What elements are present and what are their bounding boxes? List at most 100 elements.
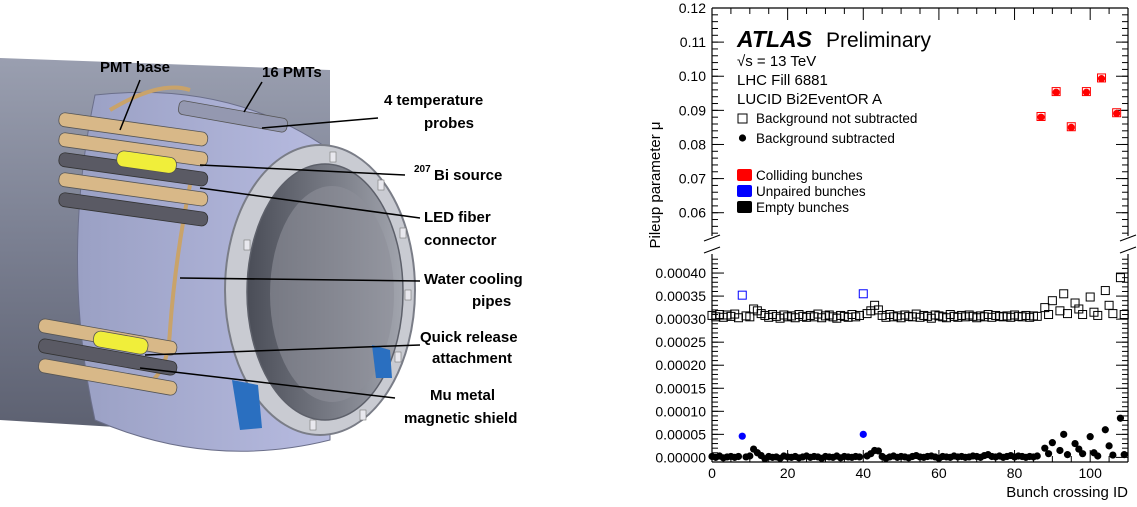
legend-empty-swatch	[737, 201, 752, 213]
label-16-pmts: 16 PMTs	[262, 64, 322, 81]
fill-label: LHC Fill 6881	[737, 72, 828, 89]
label-quick-release-1: Quick release	[420, 329, 518, 346]
empty-subtracted-point	[1116, 414, 1125, 422]
empty-subtracted-point	[1060, 430, 1068, 438]
label-mu-metal-1: Mu metal	[430, 387, 495, 404]
label-water-cooling-2: pipes	[472, 293, 511, 310]
empty-not-subtracted-point	[1032, 311, 1042, 321]
empty-not-subtracted-point	[1115, 273, 1125, 283]
x-tick-label: 60	[931, 465, 947, 481]
axis-break-mark	[703, 234, 721, 242]
empty-not-subtracted-point	[1078, 310, 1088, 320]
y-tick-label-upper: 0.08	[679, 136, 706, 152]
colliding-subtracted-point	[1067, 123, 1075, 132]
empty-not-subtracted-point	[1119, 310, 1129, 320]
bracket-right-icon	[372, 345, 392, 378]
y-tick-label-lower: 0.00025	[655, 334, 706, 350]
x-axis-title: Bunch crossing ID	[1006, 484, 1128, 501]
label-pmt-base: PMT base	[100, 59, 170, 76]
y-axis-title: Pileup parameter μ	[647, 121, 664, 248]
empty-not-subtracted-point	[1085, 292, 1095, 302]
legend-label-unpaired: Unpaired bunches	[756, 184, 866, 199]
colliding-subtracted-point	[1082, 88, 1090, 96]
empty-not-subtracted-point	[1093, 310, 1103, 320]
empty-subtracted-point	[1048, 439, 1056, 447]
label-source: Bi source	[434, 167, 502, 184]
upper-pmt-bundle-icon	[58, 100, 288, 227]
label-temperature-probes-1: 4 temperature	[384, 92, 483, 109]
label-led-fiber-2: connector	[424, 232, 497, 249]
legend-open-square-marker	[737, 113, 748, 124]
pileup-chart: 0 20 40 60 80 100 0.06 0.07 0.08 0.09 0.10 0.11 0.12…	[647, 0, 1137, 501]
legend-label-not-subtracted: Background not subtracted	[756, 111, 917, 126]
y-tick-label-upper: 0.11	[680, 34, 706, 50]
y-tick-label-upper: 0.10	[679, 68, 706, 84]
y-tick-label-upper: 0.09	[679, 102, 706, 118]
atlas-label: ATLAS	[736, 26, 813, 52]
empty-subtracted-point	[855, 453, 864, 461]
legend-label-empty: Empty bunches	[756, 200, 849, 215]
colliding-subtracted-point	[1097, 75, 1106, 83]
y-tick-label-lower: 0.00015	[655, 380, 706, 396]
axis-break-mark	[1119, 234, 1137, 242]
empty-subtracted-point	[1071, 439, 1079, 448]
axis-break-mark	[703, 246, 721, 254]
legend-colliding-swatch	[737, 169, 752, 181]
legend-label-subtracted: Background subtracted	[756, 131, 895, 146]
y-tick-label-lower: 0.00040	[655, 265, 706, 281]
colliding-subtracted-point	[1052, 88, 1060, 96]
empty-not-subtracted-point	[1044, 310, 1054, 320]
preliminary-label: Preliminary	[826, 29, 932, 52]
x-tick-label: 40	[855, 465, 871, 481]
colliding-subtracted-point	[1113, 109, 1121, 118]
empty-not-subtracted-point	[1047, 296, 1057, 306]
empty-not-subtracted-point	[1062, 309, 1072, 319]
data-points	[707, 73, 1129, 463]
colliding-subtracted-point	[1037, 113, 1045, 121]
legend-unpaired-swatch	[737, 185, 752, 197]
empty-not-subtracted-point	[1055, 306, 1065, 316]
label-quick-release-2: attachment	[432, 350, 512, 367]
axis-tick-labels: 0 20 40 60 80 100 0.06 0.07 0.08 0.09 0.10 0.11 0.12…	[655, 0, 1102, 481]
empty-subtracted-point	[1041, 444, 1049, 452]
unpaired-subtracted-point	[738, 432, 746, 440]
empty-subtracted-point	[1105, 442, 1113, 450]
empty-subtracted-point	[734, 452, 743, 461]
x-tick-label: 80	[1007, 465, 1023, 481]
label-source-isotope: 207	[414, 164, 431, 175]
unpaired-subtracted-point	[859, 430, 867, 438]
lucid-detector-drawing: PMT base 16 PMTs 4 temperature probes 20…	[0, 58, 523, 452]
detector-annotations: PMT base 16 PMTs 4 temperature probes 20…	[100, 59, 523, 427]
legend-filled-circle-marker	[738, 134, 747, 142]
x-tick-label: 0	[708, 465, 716, 481]
y-tick-label-lower: 0.00020	[655, 357, 706, 373]
label-led-fiber-1: LED fiber	[424, 209, 491, 226]
empty-subtracted-point	[1079, 450, 1087, 458]
empty-subtracted-point	[1109, 451, 1117, 459]
y-tick-label-lower: 0.00005	[655, 426, 706, 442]
y-tick-label-lower: 0.00000	[655, 449, 706, 465]
empty-not-subtracted-point	[1108, 309, 1118, 319]
legend-label-colliding: Colliding bunches	[756, 168, 863, 183]
bracket-left-icon	[232, 380, 262, 430]
label-temperature-probes-2: probes	[424, 115, 474, 132]
empty-not-subtracted-point	[1059, 289, 1069, 299]
label-mu-metal-2: magnetic shield	[404, 410, 517, 427]
empty-subtracted-point	[1033, 452, 1041, 460]
label-water-cooling-1: Water cooling	[424, 271, 523, 288]
y-tick-label-lower: 0.00010	[655, 403, 706, 419]
empty-subtracted-point	[1086, 433, 1094, 441]
empty-subtracted-point	[1101, 426, 1109, 434]
algorithm-label: LUCID Bi2EventOR A	[737, 91, 882, 108]
empty-subtracted-point	[746, 452, 754, 460]
pointer-lines	[119, 79, 421, 399]
empty-not-subtracted-point	[1100, 286, 1110, 296]
energy-label: √s = 13 TeV	[737, 53, 816, 70]
lower-pmt-bundle-icon	[38, 318, 178, 396]
empty-not-subtracted-point	[1104, 300, 1114, 310]
unpaired-not-subtracted-point	[737, 290, 747, 300]
x-tick-label: 20	[780, 465, 796, 481]
y-tick-label-lower: 0.00030	[655, 311, 706, 327]
empty-subtracted-point	[874, 447, 883, 455]
